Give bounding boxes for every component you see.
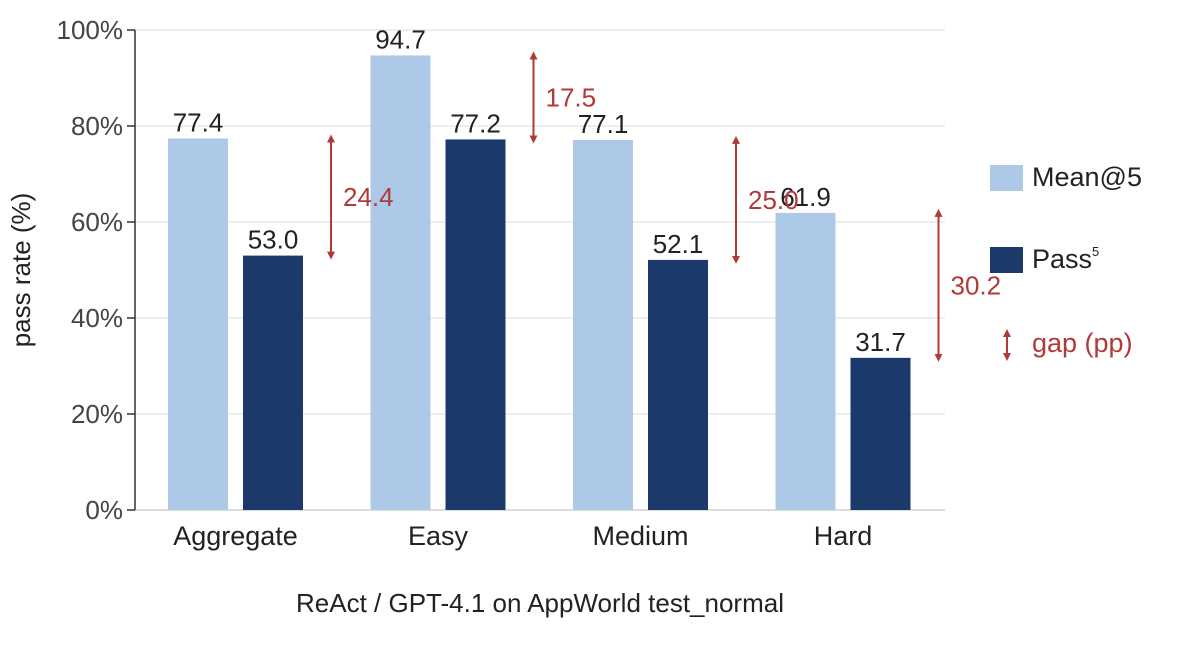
legend-swatch-mean5 (990, 165, 1023, 191)
legend-label-gap: gap (pp) (1032, 328, 1133, 358)
x-axis-ticks: Aggregate Easy Medium Hard (173, 521, 872, 551)
gap-annotations: 24.4 17.5 25.0 30.2 (327, 51, 1002, 362)
gap-value-label: 24.4 (343, 182, 394, 212)
bar-value-label: 31.7 (855, 327, 906, 357)
x-tick-label: Hard (814, 521, 873, 551)
legend-swatch-pass5 (990, 247, 1023, 273)
bar-value-label: 77.2 (450, 108, 501, 138)
x-axis-label: ReAct / GPT-4.1 on AppWorld test_normal (296, 588, 784, 618)
y-tick-label: 100% (57, 15, 124, 45)
gap-value-label: 25.0 (748, 185, 799, 215)
bar-value-label: 53.0 (248, 225, 299, 255)
legend-label-mean5: Mean@5 (1032, 162, 1142, 192)
bar-value-label: 77.1 (578, 109, 629, 139)
bar-mean5 (370, 55, 431, 510)
legend-label-pass5: Pass5 (1032, 244, 1099, 274)
bars: 77.4 53.0 94.7 77.2 77.1 52.1 61.9 31.7 (168, 24, 911, 511)
y-tick-label: 40% (71, 303, 123, 333)
gap-value-label: 17.5 (546, 82, 597, 112)
x-tick-label: Medium (592, 521, 688, 551)
gap-value-label: 30.2 (951, 270, 1002, 300)
bar-mean5 (775, 212, 836, 510)
bar-value-label: 94.7 (375, 24, 426, 54)
bar-pass5 (243, 255, 303, 510)
bar-value-label: 52.1 (653, 229, 704, 259)
bar-value-label: 77.4 (173, 107, 224, 137)
bar-pass5 (850, 357, 911, 510)
x-tick-label: Easy (408, 521, 469, 551)
y-axis-ticks: 0% 20% 40% 60% 80% 100% (57, 15, 135, 525)
y-tick-label: 80% (71, 111, 123, 141)
legend: Mean@5 Pass5 gap (pp) (990, 162, 1142, 361)
x-tick-label: Aggregate (173, 521, 298, 551)
y-tick-label: 60% (71, 207, 123, 237)
y-axis-label: pass rate (%) (6, 193, 36, 348)
y-tick-label: 20% (71, 399, 123, 429)
legend-label-pass5-text: Pass (1032, 244, 1092, 274)
bar-value-label: 61.9 (780, 182, 831, 212)
y-tick-label: 0% (85, 495, 123, 525)
legend-label-pass5-superscript: 5 (1092, 244, 1099, 259)
bar-mean5 (168, 138, 228, 511)
bar-mean5 (573, 139, 633, 511)
bar-pass5 (648, 259, 708, 510)
bar-pass5 (445, 139, 506, 510)
